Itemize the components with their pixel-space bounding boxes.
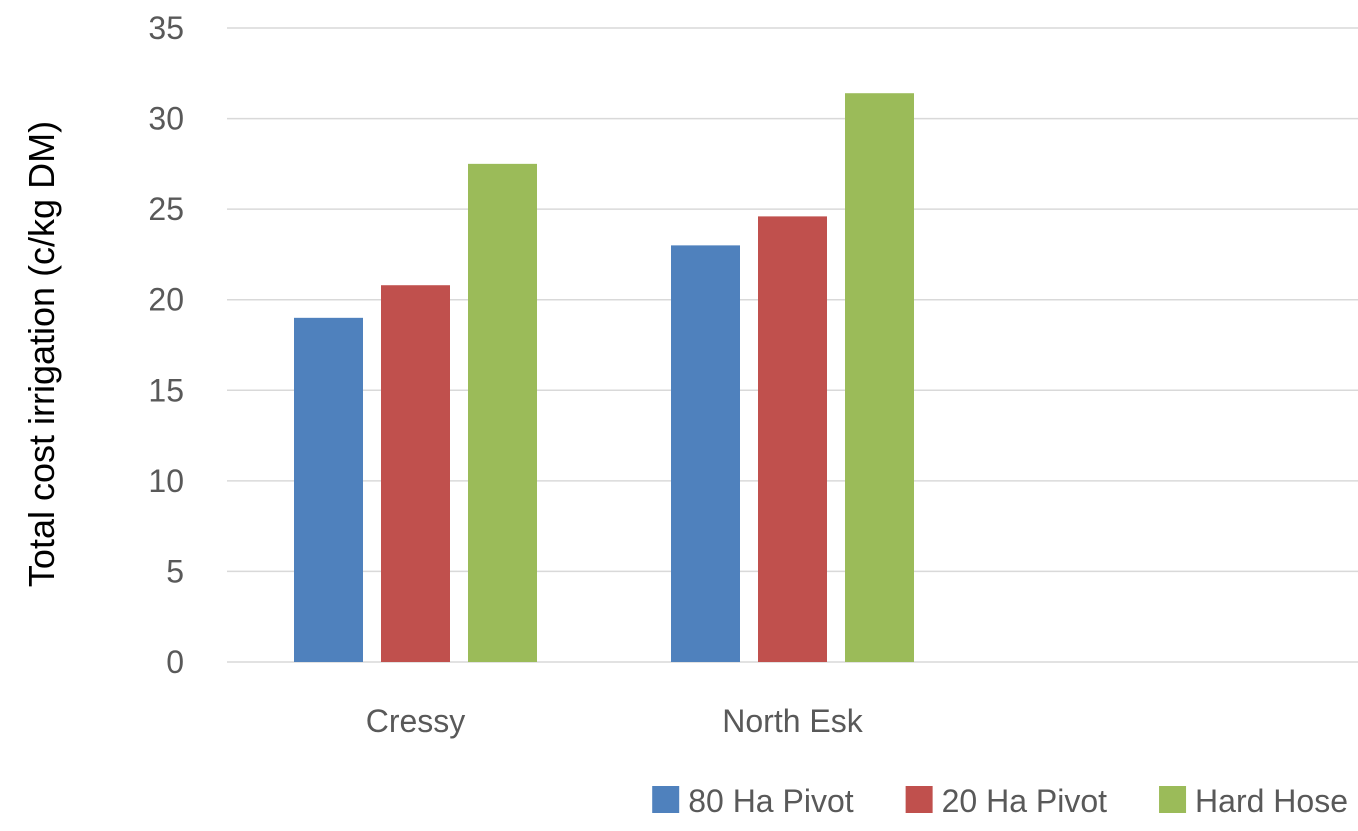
y-axis-title: Total cost irrigation (c/kg DM)	[21, 121, 62, 587]
y-tick-label: 10	[148, 463, 184, 499]
bar-80-ha-pivot-cressy	[294, 317, 363, 662]
legend-swatch	[905, 786, 933, 813]
y-tick-label: 15	[148, 372, 184, 408]
legend-label: 20 Ha Pivot	[942, 783, 1108, 819]
y-tick-label: 5	[166, 553, 184, 589]
bar-20-ha-pivot-cressy	[381, 285, 450, 662]
bar-hard-hose-north-esk	[845, 93, 914, 662]
legend-swatch	[1159, 786, 1187, 813]
x-axis-category-labels: Cressy North Esk	[366, 703, 864, 739]
legend: 80 Ha Pivot 20 Ha Pivot Hard Hose	[652, 783, 1348, 819]
legend-swatch	[652, 786, 680, 813]
bar-80-ha-pivot-north-esk	[671, 245, 740, 662]
bar-20-ha-pivot-north-esk	[758, 216, 827, 663]
x-category-label: Cressy	[366, 703, 466, 739]
y-tick-label: 20	[148, 282, 184, 318]
y-tick-label: 25	[148, 191, 184, 227]
y-tick-label: 35	[148, 10, 184, 46]
y-tick-label: 30	[148, 101, 184, 137]
bars	[294, 93, 914, 663]
y-axis-tick-labels: 0 5 10 15 20 25 30 35	[148, 10, 184, 680]
x-category-label: North Esk	[722, 703, 863, 739]
bar-hard-hose-cressy	[468, 163, 537, 662]
y-tick-label: 0	[166, 644, 184, 680]
legend-label: Hard Hose	[1195, 783, 1348, 819]
legend-label: 80 Ha Pivot	[688, 783, 854, 819]
